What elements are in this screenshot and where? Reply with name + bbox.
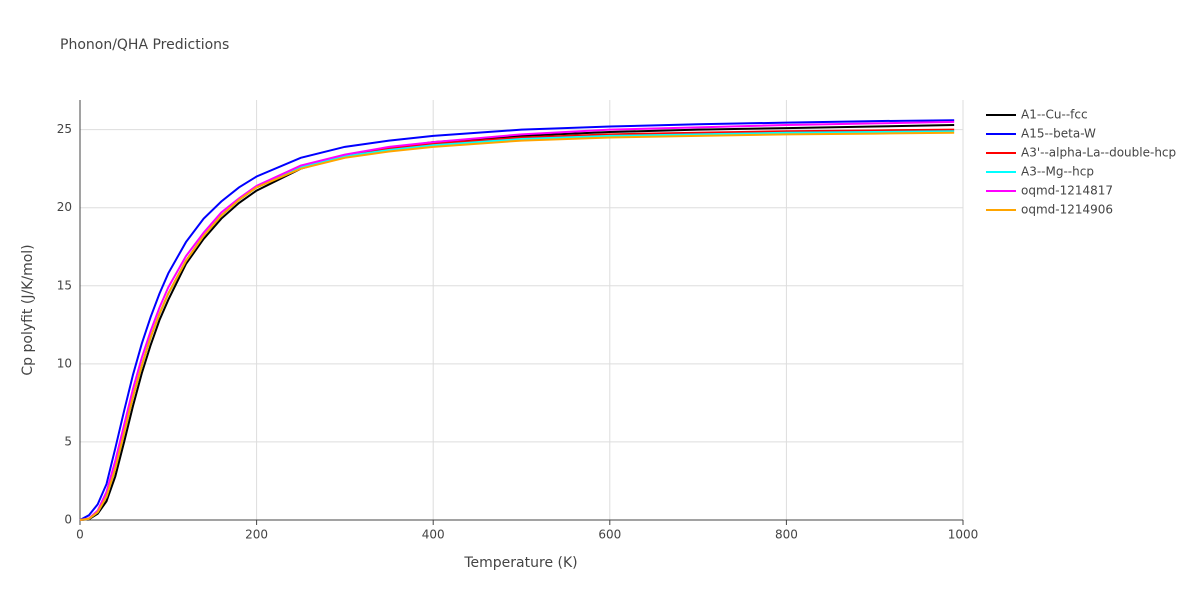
y-tick-label: 10 xyxy=(57,356,72,370)
y-tick-label: 20 xyxy=(57,200,72,214)
legend-label: A1--Cu--fcc xyxy=(1021,108,1088,122)
legend-label: A3--Mg--hcp xyxy=(1021,165,1094,179)
chart-title: Phonon/QHA Predictions xyxy=(60,37,229,53)
y-tick-label: 25 xyxy=(57,122,72,136)
x-axis-title: Temperature (K) xyxy=(463,555,577,571)
line-series xyxy=(79,128,955,521)
x-tick-label: 400 xyxy=(422,528,445,542)
line-series xyxy=(79,119,955,521)
y-tick-label: 15 xyxy=(57,278,72,292)
line-series xyxy=(79,130,955,521)
x-tick-label: 0 xyxy=(76,528,84,542)
legend-label: A3'--alpha-La--double-hcp xyxy=(1021,146,1176,160)
y-tick-label: 0 xyxy=(64,513,72,527)
line-series xyxy=(79,120,955,521)
x-tick-label: 800 xyxy=(775,528,798,542)
legend-label: A15--beta-W xyxy=(1021,127,1096,141)
y-tick-label: 5 xyxy=(64,434,72,448)
legend-label: oqmd-1214817 xyxy=(1021,184,1113,198)
x-tick-label: 200 xyxy=(245,528,268,542)
line-series xyxy=(79,123,955,521)
legend-label: oqmd-1214906 xyxy=(1021,203,1113,217)
y-axis-title: Cp polyfit (J/K/mol) xyxy=(20,244,36,375)
x-tick-label: 600 xyxy=(598,528,621,542)
line-series xyxy=(79,131,955,521)
x-tick-label: 1000 xyxy=(948,528,979,542)
